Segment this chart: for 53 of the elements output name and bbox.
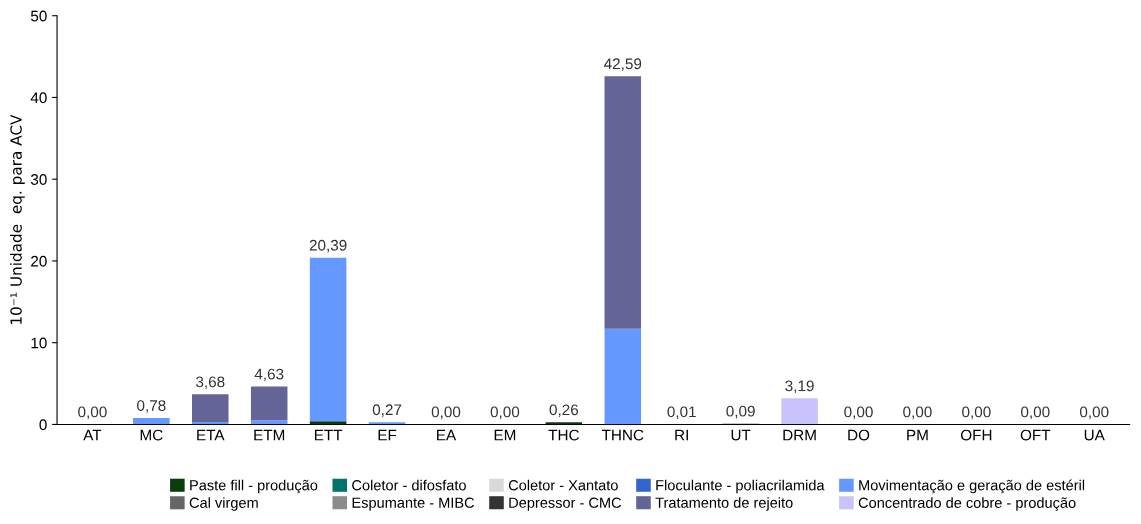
x-tick-label: OFH	[960, 429, 992, 441]
x-tick-label: ETM	[254, 429, 285, 441]
total-label: 0,09	[726, 405, 755, 419]
x-tick-label: THC	[548, 429, 579, 441]
y-tick-label: 10	[31, 337, 47, 349]
total-label: 0,27	[372, 404, 402, 417]
legend-label: Coletor - difosfato	[352, 479, 466, 491]
total-label: 3,68	[195, 376, 225, 390]
total-label: 0,00	[1021, 406, 1050, 420]
x-tick-label: EF	[378, 429, 397, 441]
x-tick-label: ETT	[314, 429, 343, 441]
total-label: 0,00	[1079, 406, 1109, 420]
x-tick-label: AT	[83, 429, 102, 441]
total-label: 0,26	[549, 404, 579, 418]
x-tick-label: UA	[1084, 429, 1105, 441]
legend-label: Espumante - MIBC	[352, 497, 475, 511]
y-tick-label: 30	[30, 174, 47, 185]
total-label: 0,00	[903, 406, 932, 420]
total-label: 3,19	[785, 380, 814, 394]
legend-label: Movimentação e geração de estéril	[859, 479, 1085, 494]
x-tick-label: ETA	[197, 429, 225, 441]
legend-label: Concentrado de cobre - produção	[858, 497, 1076, 511]
total-label: 0,01	[667, 406, 696, 420]
total-label: 0,00	[431, 406, 461, 420]
y-tick-label: 40	[30, 92, 47, 104]
x-tick-label: PM	[907, 429, 928, 441]
y-tick-label: 20	[31, 255, 47, 267]
total-label: 0,00	[962, 406, 991, 420]
y-axis-title: 10⁻¹ Unidade eq. para ACV	[9, 114, 25, 324]
legend-label: Tratamento de rejeito	[655, 497, 793, 511]
legend-label: Depressor - CMC	[509, 497, 622, 511]
legend-label: Floculante - poliacrilamida	[656, 479, 825, 494]
y-tick-label: 0	[39, 419, 47, 431]
total-label: 20,39	[309, 239, 347, 253]
total-label: 4,63	[254, 368, 284, 382]
total-label: 0,00	[78, 406, 107, 420]
total-label: 42,59	[604, 58, 642, 71]
legend-label: Cal virgem	[189, 497, 258, 511]
x-tick-label: DO	[848, 429, 870, 441]
total-label: 0,00	[490, 406, 520, 420]
x-tick-label: EA	[437, 429, 457, 441]
x-tick-label: UT	[731, 429, 751, 441]
x-tick-label: THNC	[601, 429, 644, 441]
total-label: 0,78	[137, 400, 166, 413]
y-tick-label: 50	[30, 10, 47, 22]
x-tick-label: EM	[494, 429, 516, 441]
legend-label: Paste fill - produção	[190, 479, 318, 494]
x-tick-label: DRM	[783, 429, 816, 441]
legend-label: Coletor - Xantato	[508, 479, 618, 491]
x-tick-label: RI	[675, 429, 688, 441]
total-label: 0,00	[844, 406, 873, 420]
x-tick-label: OFT	[1020, 429, 1051, 441]
x-tick-label: MC	[140, 429, 163, 441]
